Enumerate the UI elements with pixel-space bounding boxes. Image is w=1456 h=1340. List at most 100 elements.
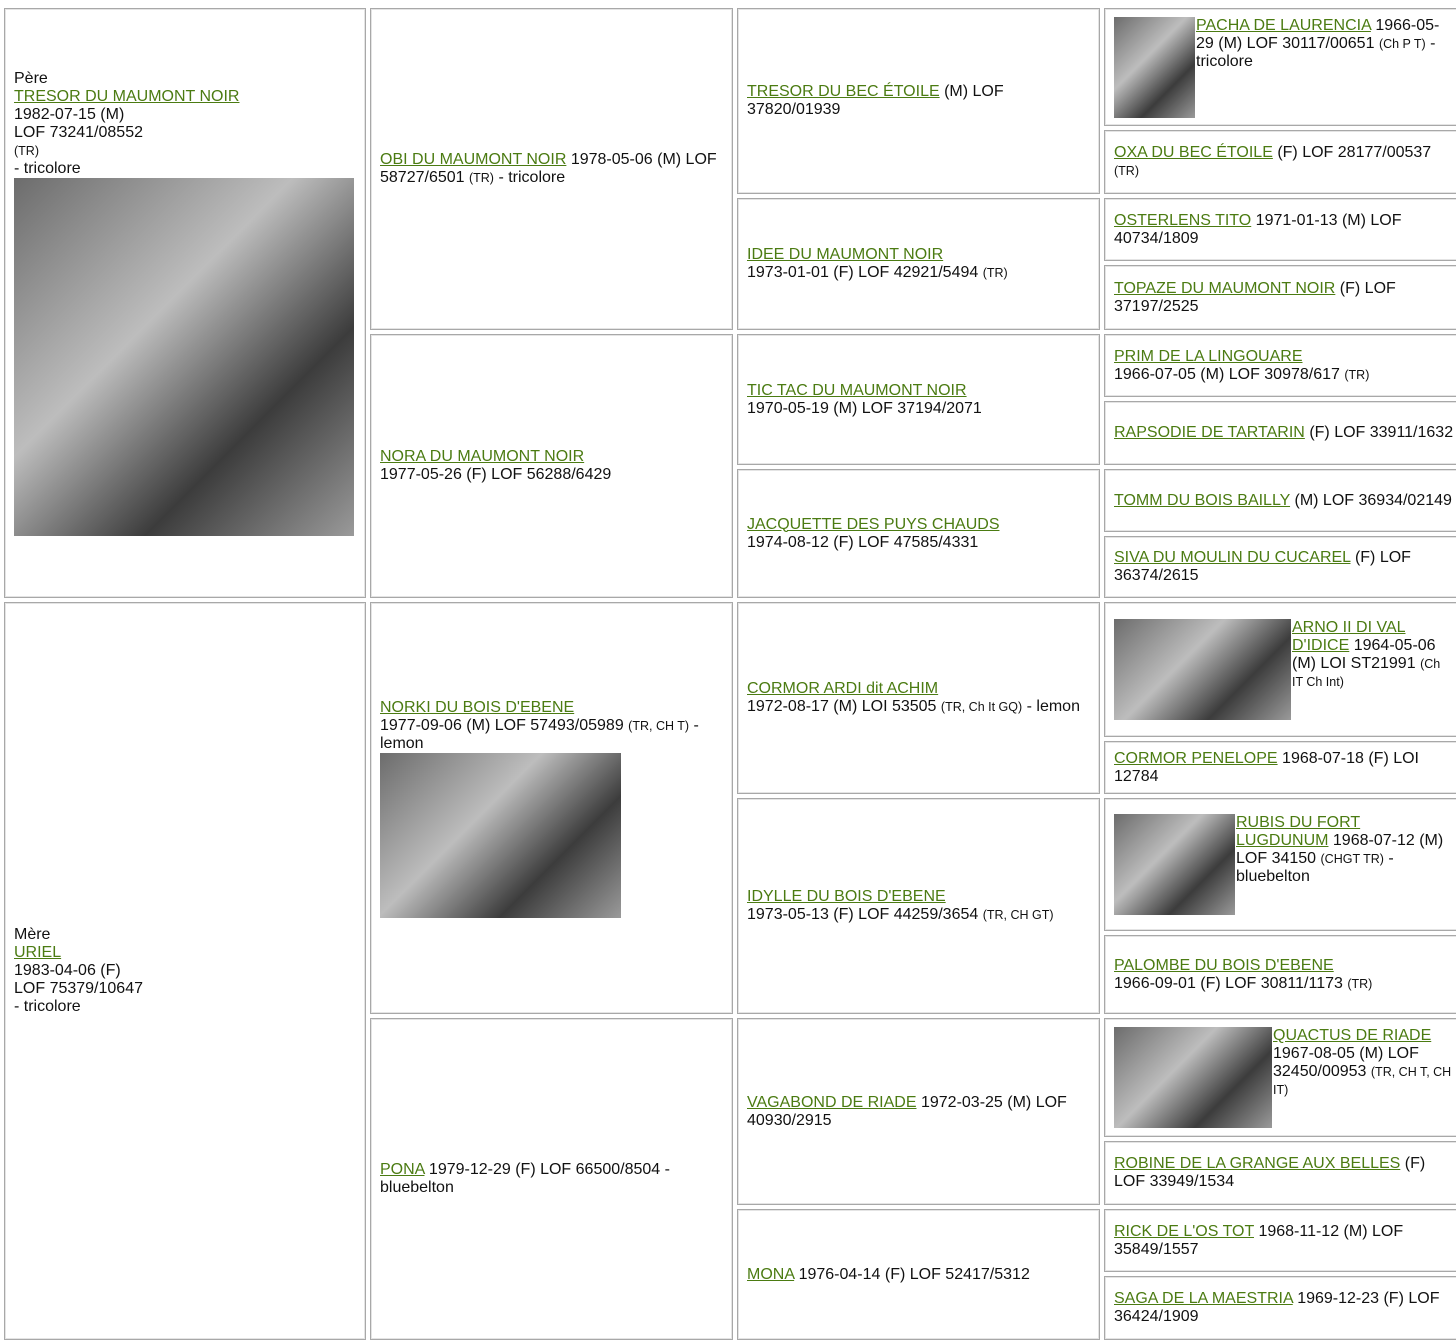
dog-name-link[interactable]: NORKI DU BOIS D'EBENE — [380, 698, 575, 716]
dog-name-link[interactable]: ROBINE DE LA GRANGE AUX BELLES — [1114, 1155, 1401, 1172]
dog-entry: CORMOR PENELOPE 1968-07-18 (F) LOI 12784 — [1114, 750, 1454, 786]
dog-name-link[interactable]: SAGA DE LA MAESTRIA — [1114, 1290, 1293, 1307]
pedigree-cell: RICK DE L'OS TOT 1968-11-12 (M) LOF 3584… — [1104, 1209, 1456, 1272]
pedigree-cell: QUACTUS DE RIADE 1967-08-05 (M) LOF 3245… — [1104, 1018, 1456, 1137]
dog-name-link[interactable]: OXA DU BEC ÉTOILE — [1114, 144, 1273, 161]
dog-info: 1966-05-29 (M) LOF 30117/00651 — [1196, 16, 1440, 52]
dog-info: LOF 75379/10647 — [14, 980, 143, 997]
dog-info: 1972-03-25 (M) LOF 40930/2915 — [747, 1093, 1067, 1129]
dog-name-link[interactable]: TOPAZE DU MAUMONT NOIR — [1114, 279, 1336, 297]
dog-name-link[interactable]: SIVA DU MOULIN DU CUCAREL — [1114, 549, 1351, 566]
pedigree-cell: ROBINE DE LA GRANGE AUX BELLES (F) LOF 3… — [1104, 1141, 1456, 1205]
pedigree-cell: TOMM DU BOIS BAILLY (M) LOF 36934/02149 — [1104, 469, 1456, 532]
pedigree-cell: OSTERLENS TITO 1971-01-13 (M) LOF 40734/… — [1104, 198, 1456, 261]
dog-photo — [1114, 16, 1195, 118]
dog-info: (F) LOF 28177/00537 — [1277, 144, 1432, 161]
dog-name-link[interactable]: OSTERLENS TITO — [1114, 211, 1252, 229]
dog-name-link[interactable]: PONA — [380, 1161, 425, 1178]
dog-info: 1973-01-01 (F) LOF 42921/5494 — [747, 264, 979, 281]
dog-name-link[interactable]: VAGABOND DE RIADE — [747, 1093, 917, 1111]
dog-entry: TOPAZE DU MAUMONT NOIR (F) LOF 37197/252… — [1114, 280, 1454, 316]
dog-entry: Mère URIEL 1983-04-06 (F) LOF 75379/10647- … — [14, 926, 356, 1016]
dog-name-link[interactable]: RICK DE L'OS TOT — [1114, 1222, 1254, 1240]
dog-titles: (CHGT TR) — [1320, 852, 1384, 866]
dog-name-link[interactable]: TRESOR DU BEC ÉTOILE — [747, 83, 940, 100]
dog-photo — [380, 752, 621, 918]
dog-entry: SAGA DE LA MAESTRIA 1969-12-23 (F) LOF 3… — [1114, 1290, 1454, 1326]
dog-name-link[interactable]: URIEL — [14, 944, 62, 961]
dog-name-link[interactable]: MONA — [747, 1265, 795, 1283]
pedigree-cell: NORA DU MAUMONT NOIR 1977-05-26 (F) LOF 5… — [370, 334, 733, 598]
dog-name-link[interactable]: RUBIS DU FORT LUGDUNUM — [1236, 814, 1361, 849]
pedigree-cell: JACQUETTE DES PUYS CHAUDS 1974-08-12 (F) … — [737, 469, 1100, 598]
dog-color: - bluebelton — [380, 1161, 670, 1196]
dog-entry: TOMM DU BOIS BAILLY (M) LOF 36934/02149 — [1114, 492, 1454, 510]
pedigree-cell: TIC TAC DU MAUMONT NOIR 1970-05-19 (M) LO… — [737, 334, 1100, 465]
dog-photo — [1114, 1027, 1272, 1128]
pedigree-cell: VAGABOND DE RIADE 1972-03-25 (M) LOF 409… — [737, 1018, 1100, 1205]
dog-info: 1974-08-12 (F) LOF 47585/4331 — [747, 533, 979, 551]
dog-info: 1977-09-06 (M) LOF 57493/05989 — [380, 716, 624, 734]
dog-name-link[interactable]: TIC TAC DU MAUMONT NOIR — [747, 381, 967, 399]
dog-name-link[interactable]: IDEE DU MAUMONT NOIR — [747, 246, 944, 263]
dog-name-link[interactable]: CORMOR PENELOPE — [1114, 749, 1278, 767]
dog-entry: PALOMBE DU BOIS D'EBENE 1966-09-01 (F) LO… — [1114, 957, 1454, 993]
dog-color: - lemon — [380, 716, 699, 752]
dog-entry: OXA DU BEC ÉTOILE (F) LOF 28177/00537 (T… — [1114, 144, 1454, 180]
dog-info: (F) LOF 33911/1632 — [1309, 424, 1454, 441]
dog-titles: (TR) — [982, 266, 1008, 280]
dog-name-link[interactable]: NORA DU MAUMONT NOIR — [380, 448, 585, 465]
pedigree-cell: PONA 1979-12-29 (F) LOF 66500/8504 - blu… — [370, 1018, 733, 1340]
dog-entry: SIVA DU MOULIN DU CUCAREL (F) LOF 36374/… — [1114, 549, 1454, 585]
dog-info: 1973-05-13 (F) LOF 44259/3654 — [747, 906, 979, 923]
dog-titles: (TR) — [14, 144, 39, 158]
pedigree-cell: SIVA DU MOULIN DU CUCAREL (F) LOF 36374/… — [1104, 536, 1456, 598]
dog-name-link[interactable]: RAPSODIE DE TARTARIN — [1114, 424, 1305, 441]
dog-name-link[interactable]: CORMOR ARDI dit ACHIM — [747, 680, 939, 697]
dog-photo — [1114, 619, 1291, 720]
pedigree-cell: SAGA DE LA MAESTRIA 1969-12-23 (F) LOF 3… — [1104, 1276, 1456, 1340]
dog-entry: ARNO II DI VAL D'IDICE 1964-05-06 (M) LO… — [1114, 619, 1454, 720]
dog-info: 1972-08-17 (M) LOI 53505 — [747, 698, 937, 715]
dog-titles: (TR, Ch It GQ) — [940, 700, 1023, 714]
dog-name-link[interactable]: PRIM DE LA LINGOUARE — [1114, 347, 1303, 365]
dog-name-link[interactable]: PALOMBE DU BOIS D'EBENE — [1114, 956, 1334, 974]
dog-name-link[interactable]: ARNO II DI VAL D'IDICE — [1292, 619, 1406, 654]
dog-name-link[interactable]: QUACTUS DE RIADE — [1273, 1027, 1432, 1044]
dog-color: - lemon — [1026, 698, 1080, 715]
dog-name-link[interactable]: PACHA DE LAURENCIA — [1196, 16, 1371, 34]
dog-info: 1967-08-05 (M) LOF 32450/00953 — [1273, 1045, 1419, 1080]
dog-entry: PRIM DE LA LINGOUARE 1966-07-05 (M) LOF 3… — [1114, 348, 1454, 384]
dog-info: 1976-04-14 (F) LOF 52417/5312 — [798, 1265, 1030, 1283]
dog-titles: (TR) — [1344, 367, 1370, 382]
dog-color: - bluebelton — [1236, 850, 1394, 885]
dog-photo — [14, 178, 354, 536]
dog-info: 1966-07-05 (M) LOF 30978/617 — [1114, 365, 1340, 383]
dog-name-link[interactable]: TRESOR DU MAUMONT NOIR — [14, 88, 240, 105]
dog-titles: (TR) — [468, 171, 494, 185]
pedigree-cell: PACHA DE LAURENCIA 1966-05-29 (M) LOF 30… — [1104, 8, 1456, 126]
pedigree-cell: OBI DU MAUMONT NOIR 1978-05-06 (M) LOF 5… — [370, 8, 733, 330]
dog-info: 1983-04-06 (F) — [14, 962, 121, 979]
dog-name-link[interactable]: OBI DU MAUMONT NOIR — [380, 151, 567, 168]
dog-entry: CORMOR ARDI dit ACHIM 1972-08-17 (M) LOI … — [747, 680, 1090, 716]
dog-titles: (TR, CH GT) — [982, 908, 1054, 922]
dog-name-link[interactable]: JACQUETTE DES PUYS CHAUDS — [747, 515, 1000, 533]
dog-titles: (Ch IT Ch Int) — [1292, 657, 1441, 689]
dog-entry: NORKI DU BOIS D'EBENE 1977-09-06 (M) LOF … — [380, 699, 723, 918]
dog-titles: (Ch P T) — [1378, 36, 1426, 51]
dog-name-link[interactable]: IDYLLE DU BOIS D'EBENE — [747, 888, 946, 905]
pedigree-cell: IDYLLE DU BOIS D'EBENE 1973-05-13 (F) LOF… — [737, 798, 1100, 1014]
pedigree-cell: CORMOR PENELOPE 1968-07-18 (F) LOI 12784 — [1104, 741, 1456, 794]
dog-color: - tricolore — [14, 160, 81, 177]
dog-info: 1964-05-06 (M) LOI ST21991 — [1292, 637, 1436, 672]
dog-info: 1979-12-29 (F) LOF 66500/8504 — [428, 1161, 661, 1178]
dog-entry: TIC TAC DU MAUMONT NOIR 1970-05-19 (M) LO… — [747, 382, 1090, 418]
dog-info: LOF 73241/08552 — [14, 124, 143, 141]
dog-entry: TRESOR DU BEC ÉTOILE (M) LOF 37820/01939 — [747, 83, 1090, 119]
dog-name-link[interactable]: TOMM DU BOIS BAILLY — [1114, 491, 1291, 509]
dog-entry: JACQUETTE DES PUYS CHAUDS 1974-08-12 (F) … — [747, 516, 1090, 552]
pedigree-cell: Mère URIEL 1983-04-06 (F) LOF 75379/10647- … — [4, 602, 366, 1340]
dog-entry: PACHA DE LAURENCIA 1966-05-29 (M) LOF 30… — [1114, 16, 1454, 118]
